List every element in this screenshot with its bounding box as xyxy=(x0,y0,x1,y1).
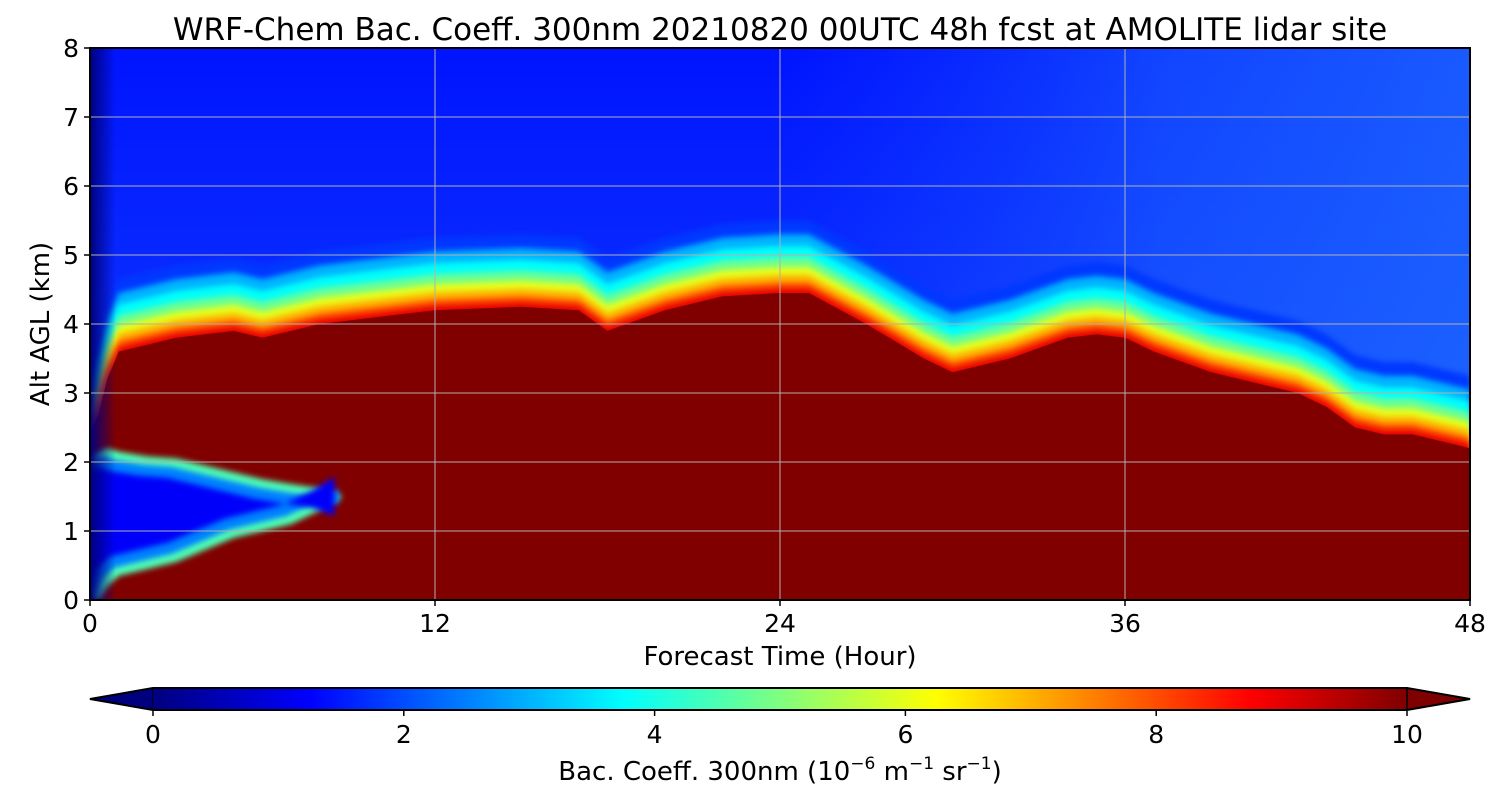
colorbar-tick-label: 4 xyxy=(647,720,663,749)
x-axis-label: Forecast Time (Hour) xyxy=(643,642,916,672)
y-tick-label: 5 xyxy=(63,241,79,270)
colorbar-tick-label: 6 xyxy=(897,720,913,749)
colorbar-ticks: 0 2 4 6 8 10 xyxy=(145,710,1423,749)
plot-area xyxy=(90,48,1470,600)
colorbar-extend-max xyxy=(1406,687,1471,711)
y-tick-label: 8 xyxy=(63,34,79,63)
colorbar-ramp xyxy=(153,688,1407,710)
chart-title: WRF-Chem Bac. Coeff. 300nm 20210820 00UT… xyxy=(173,12,1387,48)
colorbar-label: Bac. Coeff. 300nm (10−6 m−1 sr−1) xyxy=(558,754,1001,787)
y-tick-label: 4 xyxy=(63,310,79,339)
colorbar-tick-label: 2 xyxy=(396,720,412,749)
x-tick-label: 48 xyxy=(1454,609,1486,638)
y-axis-ticks: 0 1 2 3 4 5 6 7 8 xyxy=(63,34,90,615)
y-tick-label: 2 xyxy=(63,448,79,477)
y-tick-label: 6 xyxy=(63,172,79,201)
x-axis-ticks: 0 12 24 36 48 xyxy=(82,600,1486,638)
y-tick-label: 0 xyxy=(63,586,79,615)
grid-lines xyxy=(90,48,1470,600)
y-axis-label: Alt AGL (km) xyxy=(26,242,56,406)
colorbar-tick-label: 10 xyxy=(1391,720,1423,749)
y-tick-label: 7 xyxy=(63,103,79,132)
y-tick-label: 1 xyxy=(63,517,79,546)
x-tick-label: 0 xyxy=(82,609,98,638)
colorbar-extend-min xyxy=(89,687,154,711)
colorbar: 0 2 4 6 8 10 Bac. Coeff. 300nm (10−6 m−1 sr−1… xyxy=(89,687,1471,787)
x-tick-label: 12 xyxy=(419,609,451,638)
colorbar-tick-label: 8 xyxy=(1148,720,1164,749)
clean-pocket-band-1.2 xyxy=(90,467,335,581)
colorbar-tick-label: 0 xyxy=(145,720,161,749)
y-tick-label: 3 xyxy=(63,379,79,408)
x-tick-label: 24 xyxy=(764,609,796,638)
x-tick-label: 36 xyxy=(1109,609,1141,638)
